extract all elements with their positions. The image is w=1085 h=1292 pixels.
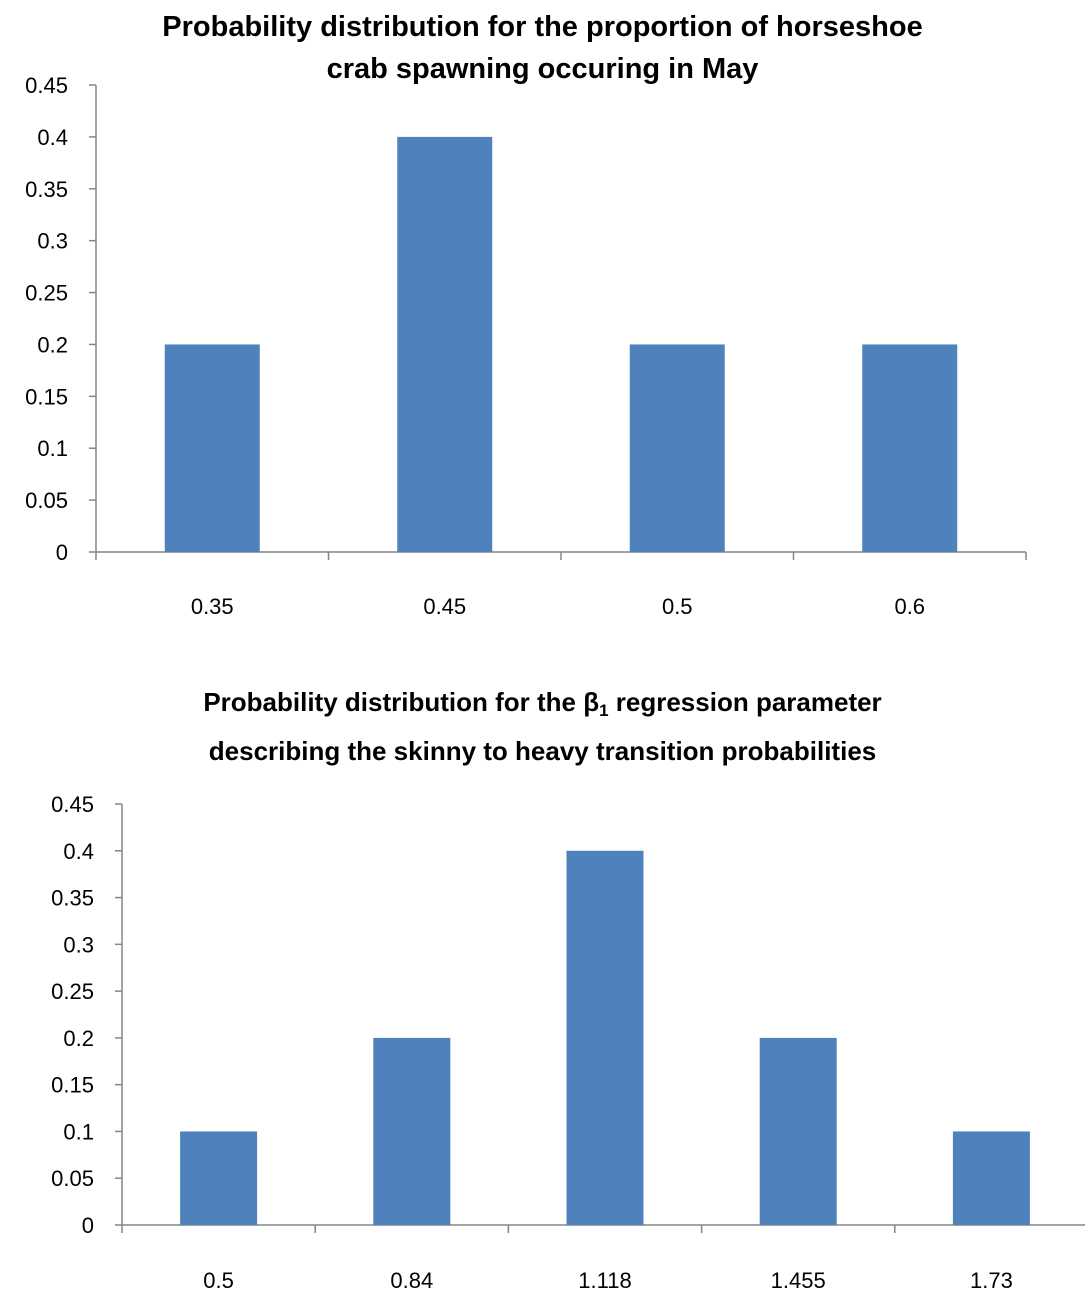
chart2-x-tick-label: 1.455 (771, 1268, 826, 1292)
chart2-y-tick-label: 0.05 (51, 1166, 94, 1191)
chart2-x-tick-label: 1.73 (970, 1268, 1013, 1292)
chart2-title-line2: describing the skinny to heavy transitio… (208, 736, 877, 766)
chart2-y-tick-label: 0.15 (51, 1073, 94, 1098)
chart2-title-line1: Probability distribution for the β1 regr… (0, 682, 1085, 731)
chart1-x-tick-label: 0.35 (191, 594, 234, 619)
chart1-y-tick-label: 0.3 (37, 229, 68, 254)
chart2-y-tick-label: 0 (82, 1213, 94, 1238)
chart1-bar-0.35 (164, 344, 260, 552)
chart2-title-pre: Probability distribution for the β (203, 687, 600, 717)
chart2-bar-0.5 (180, 1131, 258, 1225)
chart1-x-tick-label: 0.5 (662, 594, 693, 619)
chart1-y-tick-label: 0 (56, 540, 68, 565)
chart1-title: Probability distribution for the proport… (0, 6, 1085, 90)
chart1-title-line2: crab spawning occuring in May (326, 53, 759, 85)
chart1-y-tick-label: 0.2 (37, 332, 68, 357)
chart2-bar-1.118 (566, 850, 644, 1225)
chart1-y-tick-label: 0.1 (37, 436, 68, 461)
chart1-y-tick-label: 0.35 (25, 177, 68, 202)
chart2-y-tick-label: 0.2 (63, 1026, 94, 1051)
chart2-x-tick-label: 1.118 (578, 1268, 631, 1292)
chart1-title-line1: Probability distribution for the proport… (162, 11, 923, 43)
chart1-y-tick-label: 0.15 (25, 384, 68, 409)
chart2-title: Probability distribution for the β1 regr… (0, 682, 1085, 771)
chart1-y-tick-label: 0.4 (37, 125, 68, 150)
chart2-bar-1.73 (952, 1131, 1030, 1225)
chart2-title-post: regression parameter (608, 687, 882, 717)
chart2-x-tick-label: 0.5 (203, 1268, 234, 1292)
chart1-bar-0.6 (862, 344, 958, 552)
chart1-y-tick-label: 0.25 (25, 281, 68, 306)
chart2-x-tick-label: 0.84 (390, 1268, 433, 1292)
chart2-bar-0.84 (373, 1037, 451, 1225)
chart1-bar-0.45 (397, 136, 493, 552)
chart1-y-tick-label: 0.05 (25, 488, 68, 513)
chart2-y-tick-label: 0.45 (51, 792, 94, 817)
chart1-y-tick-label: 0.45 (25, 73, 68, 98)
chart2-bar-1.455 (759, 1037, 837, 1225)
chart2-y-tick-label: 0.1 (63, 1119, 94, 1144)
chart1-x-tick-label: 0.45 (423, 594, 466, 619)
chart2-y-tick-label: 0.35 (51, 886, 94, 911)
chart2-y-tick-label: 0.25 (51, 979, 94, 1004)
chart2-title-subscript: 1 (599, 701, 609, 720)
chart2-y-tick-label: 0.4 (63, 839, 94, 864)
chart1-bar-0.5 (629, 344, 725, 552)
chart1-x-tick-label: 0.6 (894, 594, 925, 619)
chart2-y-tick-label: 0.3 (63, 932, 94, 957)
